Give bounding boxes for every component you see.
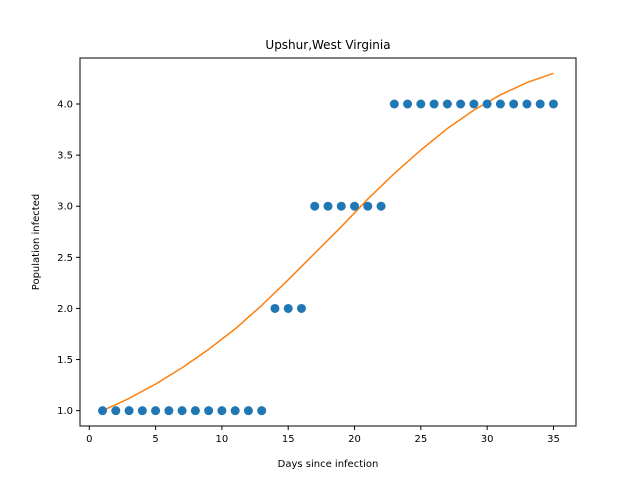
data-point: [389, 99, 399, 109]
data-point: [270, 303, 280, 313]
data-point: [310, 201, 320, 211]
data-point: [217, 406, 227, 416]
x-tick-label: 20: [348, 434, 361, 445]
data-point: [151, 406, 161, 416]
data-point: [469, 99, 479, 109]
x-tick-label: 30: [481, 434, 494, 445]
x-tick-label: 0: [86, 434, 92, 445]
y-tick-label: 4.0: [57, 100, 73, 111]
data-point: [535, 99, 545, 109]
data-point: [243, 406, 253, 416]
y-tick-label: 1.5: [57, 355, 73, 366]
data-point: [111, 406, 121, 416]
data-point: [283, 303, 293, 313]
x-axis-label: Days since infection: [278, 459, 379, 470]
data-point: [190, 406, 200, 416]
data-points-layer: [98, 99, 558, 416]
data-point: [124, 406, 134, 416]
data-point: [495, 99, 505, 109]
data-point: [164, 406, 174, 416]
plot-frame: [79, 57, 577, 427]
x-tick-label: 10: [216, 434, 229, 445]
data-point: [350, 201, 360, 211]
axes: 0 5 10 15 20 25 30 35 1.0 1.5 2.0 2.5 3.0 3.5 4.0: [57, 100, 560, 446]
x-tick-label: 25: [414, 434, 427, 445]
data-point: [137, 406, 147, 416]
data-point: [548, 99, 558, 109]
data-point: [296, 303, 306, 313]
y-axis-label: Population infected: [31, 194, 42, 290]
y-tick-label: 2.0: [57, 304, 73, 315]
data-point: [204, 406, 214, 416]
y-tick-label: 3.0: [57, 202, 73, 213]
data-point: [416, 99, 426, 109]
data-point: [442, 99, 452, 109]
data-point: [456, 99, 466, 109]
x-tick-label: 35: [547, 434, 560, 445]
data-point: [323, 201, 333, 211]
data-point: [257, 406, 267, 416]
data-point: [230, 406, 240, 416]
data-point: [336, 201, 346, 211]
data-point: [429, 99, 439, 109]
data-point: [509, 99, 519, 109]
fit-line-layer: [102, 72, 554, 412]
data-point: [363, 201, 373, 211]
y-tick-label: 3.5: [57, 151, 73, 162]
data-point: [376, 201, 386, 211]
data-point: [482, 99, 492, 109]
fit-line: [102, 72, 554, 412]
x-tick-label: 5: [152, 434, 158, 445]
data-point: [177, 406, 187, 416]
chart-title: Upshur,West Virginia: [265, 38, 390, 52]
y-tick-label: 1.0: [57, 406, 73, 417]
data-point: [522, 99, 532, 109]
y-tick-label: 2.5: [57, 253, 73, 264]
data-point: [98, 406, 108, 416]
x-tick-label: 15: [282, 434, 295, 445]
data-point: [403, 99, 413, 109]
